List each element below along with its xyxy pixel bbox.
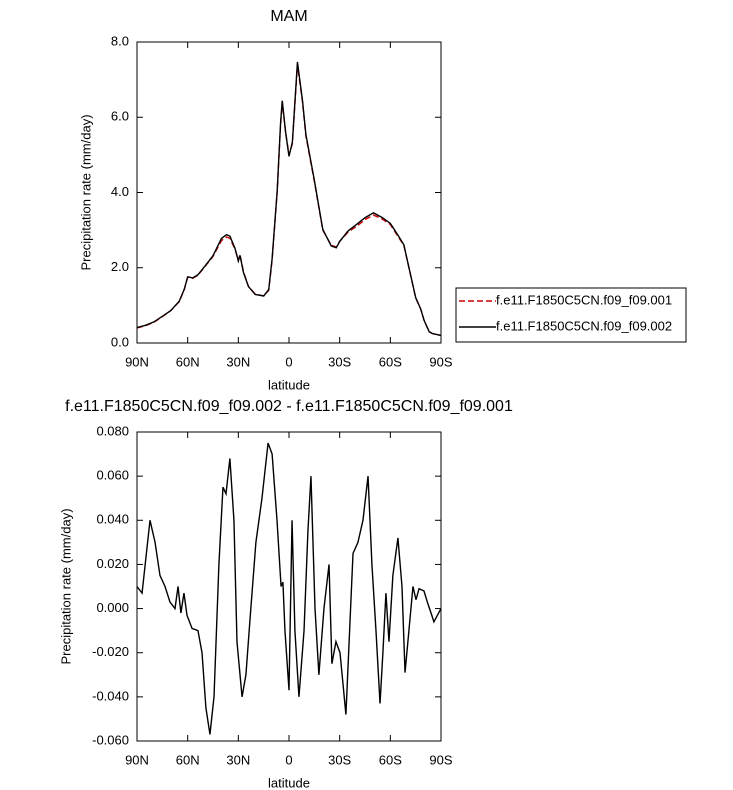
x-tick-label: 90S	[429, 752, 452, 767]
y-axis-label: Precipitation rate (mm/day)	[58, 508, 73, 664]
y-tick-label: 4.0	[111, 184, 129, 199]
x-tick-label: 90S	[429, 354, 452, 369]
y-tick-label: 6.0	[111, 109, 129, 124]
x-tick-label: 30N	[226, 354, 250, 369]
legend-label: f.e11.F1850C5CN.f09_f09.002	[496, 318, 672, 333]
y-axis-label: Precipitation rate (mm/day)	[78, 114, 93, 270]
x-tick-label: 0	[285, 354, 292, 369]
x-tick-label: 60N	[176, 752, 200, 767]
x-tick-label: 0	[285, 752, 292, 767]
chart-title: MAM	[270, 8, 307, 25]
plot-frame	[136, 41, 442, 344]
y-tick-label: 0.040	[96, 512, 129, 527]
chart-title: f.e11.F1850C5CN.f09_f09.002 - f.e11.F185…	[65, 398, 513, 415]
x-axis-label: latitude	[268, 775, 310, 790]
x-tick-label: 90N	[125, 354, 149, 369]
y-tick-label: 0.000	[96, 600, 129, 615]
y-tick-label: 0.0	[111, 334, 129, 349]
y-tick-label: 0.020	[96, 556, 129, 571]
y-tick-label: -0.060	[92, 732, 129, 747]
y-tick-label: 0.080	[96, 423, 129, 438]
x-tick-label: 60S	[379, 752, 402, 767]
legend-box	[455, 287, 687, 343]
y-tick-label: 0.060	[96, 468, 129, 483]
x-tick-label: 30S	[328, 354, 351, 369]
x-tick-label: 60N	[176, 354, 200, 369]
plot-frame	[136, 431, 442, 742]
y-tick-label: -0.040	[92, 688, 129, 703]
x-axis-label: latitude	[268, 377, 310, 392]
x-tick-label: 30S	[328, 752, 351, 767]
data-line	[136, 61, 442, 337]
x-tick-label: 60S	[379, 354, 402, 369]
x-tick-label: 90N	[125, 752, 149, 767]
x-tick-label: 30N	[226, 752, 250, 767]
data-line	[136, 442, 442, 735]
y-tick-label: -0.020	[92, 644, 129, 659]
legend-label: f.e11.F1850C5CN.f09_f09.001	[496, 292, 672, 307]
y-tick-label: 2.0	[111, 259, 129, 274]
y-tick-label: 8.0	[111, 33, 129, 48]
